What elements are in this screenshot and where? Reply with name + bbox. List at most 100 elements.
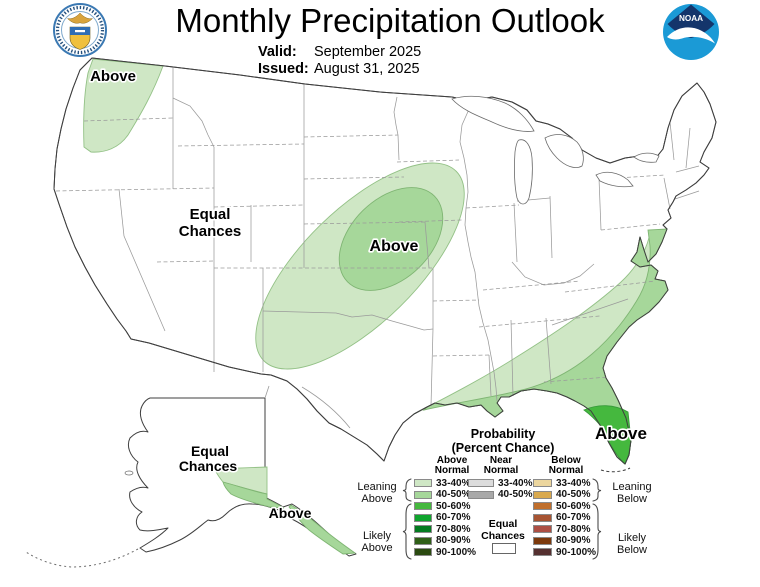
brace-likely-below <box>592 503 602 560</box>
map-label-west-chances: Chances <box>179 223 242 240</box>
legend-below-row: 33-40% <box>533 477 591 489</box>
legend-near-row: 40-50% <box>468 489 533 500</box>
legend-range-label: 50-60% <box>436 500 471 512</box>
legend-range-label: 50-60% <box>556 500 591 512</box>
legend-range-label: 40-50% <box>436 489 471 500</box>
seal-eagle <box>66 12 94 24</box>
legend-range-label: 60-70% <box>436 512 471 523</box>
legend-below-swatch <box>533 479 552 487</box>
map-label-plains-above: Above <box>370 238 419 255</box>
legend-above-row: 33-40% <box>414 477 471 489</box>
noaa-logo: NOAA <box>663 4 719 60</box>
aleutian-islands <box>25 548 139 568</box>
map-labels: Above Equal Chances Above Above Equal Ch… <box>88 66 648 522</box>
probability-legend: Probability (Percent Chance) Above Norma… <box>340 424 670 586</box>
map-label-west-equal: Equal <box>190 206 231 223</box>
legend-below-row: 60-70% <box>533 512 591 523</box>
map-label-florida-above: Above <box>595 424 647 443</box>
legend-near-row: 33-40% <box>468 477 533 489</box>
legend-above-swatch <box>414 548 432 556</box>
region-alaska-40-50 <box>222 481 285 509</box>
legend-col-near: Near Normal <box>483 455 519 476</box>
region-alaska-panhandle-40-50 <box>288 504 357 555</box>
map-label-ak-chances: Chances <box>179 458 238 474</box>
lake-ontario <box>633 152 660 163</box>
legend-range-label: 70-80% <box>556 523 591 535</box>
legend-likely-above: Likely Above <box>361 530 393 554</box>
issued-value: August 31, 2025 <box>314 61 420 77</box>
legend-near-swatch <box>468 490 494 499</box>
legend-below-swatch <box>533 490 552 499</box>
legend-range-label: 90-100% <box>436 546 477 558</box>
legend-range-label: 40-50% <box>498 489 533 500</box>
issued-label: Issued: <box>258 61 309 77</box>
valid-label: Valid: <box>258 44 297 60</box>
florida-keys <box>600 467 631 473</box>
legend-range-label: 70-80% <box>436 523 471 535</box>
map-label-ak-equal: Equal <box>191 443 229 459</box>
legend-range-label: 33-40% <box>556 477 591 489</box>
legend-col-below: Below Normal <box>548 455 584 476</box>
lake-erie <box>595 171 634 188</box>
brace-likely-above <box>402 503 412 560</box>
legend-above-row: 70-80% <box>414 523 471 535</box>
region-plains-above <box>255 162 465 370</box>
legend-equal-chances: Equal Chances <box>481 518 525 542</box>
lake-michigan <box>514 139 533 205</box>
legend-below-row: 50-60% <box>533 500 591 512</box>
noaa-seagull-icon <box>667 27 715 44</box>
legend-leaning-above: Leaning Above <box>357 481 397 505</box>
legend-below-swatch <box>533 525 552 533</box>
legend-above-swatch <box>414 479 432 487</box>
legend-range-label: 60-70% <box>556 512 591 523</box>
region-plains-40-50 <box>338 187 444 291</box>
page-title: Monthly Precipitation Outlook <box>175 2 605 39</box>
legend-above-swatch <box>414 536 432 545</box>
legend-below-swatch <box>533 513 552 522</box>
canada-border-line <box>264 385 270 399</box>
canada-coast-line <box>301 386 351 429</box>
region-pnw-33-40 <box>83 58 164 153</box>
legend-below-swatch <box>533 548 552 556</box>
legend-above-row: 90-100% <box>414 546 477 558</box>
lake-superior <box>451 95 535 132</box>
issued-line: Issued: August 31, 2025 <box>258 61 420 77</box>
legend-above-row: 60-70% <box>414 512 471 523</box>
legend-title: Probability <box>470 427 536 441</box>
legend-range-label: 40-50% <box>556 489 591 500</box>
legend-col-above: Above Normal <box>434 455 470 476</box>
legend-range-label: 33-40% <box>436 477 471 489</box>
legend-near-swatch <box>468 479 494 487</box>
commerce-seal-logo <box>53 3 107 57</box>
legend-above-swatch <box>414 502 432 510</box>
brace-leaning-above <box>402 478 412 502</box>
legend-below-row: 80-90% <box>533 535 591 546</box>
legend-range-label: 90-100% <box>556 546 597 558</box>
legend-range-label: 80-90% <box>556 535 591 546</box>
legend-leaning-below: Leaning Below <box>612 481 652 505</box>
great-lakes <box>451 95 660 205</box>
alaska-island <box>124 470 134 476</box>
legend-above-row: 50-60% <box>414 500 471 512</box>
legend-below-swatch <box>533 502 552 510</box>
alaska-inset <box>25 385 357 568</box>
legend-below-row: 70-80% <box>533 523 591 535</box>
legend-above-row: 80-90% <box>414 535 470 546</box>
legend-below-row: 40-50% <box>533 489 591 500</box>
lake-huron <box>544 134 584 168</box>
map-label-ak-above: Above <box>269 505 312 521</box>
legend-braces <box>402 478 602 560</box>
legend-above-swatch <box>414 490 432 499</box>
legend-below-swatch <box>533 536 552 545</box>
legend-likely-below: Likely Below <box>617 532 647 556</box>
legend-subtitle: (Percent Chance) <box>451 441 555 455</box>
legend-above-row: 40-50% <box>414 489 471 500</box>
legend-below-row: 90-100% <box>533 546 597 558</box>
noaa-logo-text: NOAA <box>679 14 703 23</box>
brace-leaning-below <box>592 478 602 502</box>
legend-range-label: 33-40% <box>498 477 533 489</box>
valid-line: Valid: September 2025 <box>258 44 421 60</box>
legend-above-swatch <box>414 525 432 533</box>
